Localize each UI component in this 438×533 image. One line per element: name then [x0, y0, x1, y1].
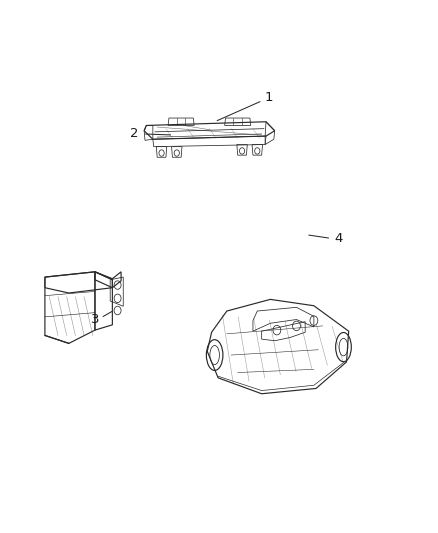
Text: 2: 2: [130, 127, 138, 140]
Text: 1: 1: [265, 91, 273, 104]
Text: 3: 3: [91, 313, 99, 326]
Text: 4: 4: [335, 232, 343, 245]
